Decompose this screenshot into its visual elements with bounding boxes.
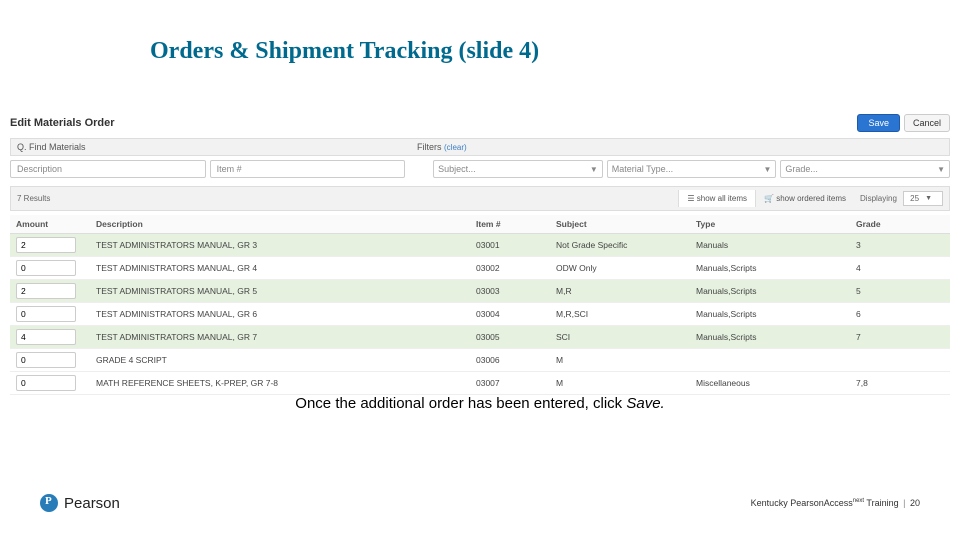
amount-input[interactable]	[16, 306, 76, 322]
find-materials-label: Q. Find Materials	[11, 139, 411, 155]
col-type: Type	[690, 215, 850, 234]
table-row: TEST ADMINISTRATORS MANUAL, GR 303001Not…	[10, 234, 950, 257]
displaying-label: Displaying	[860, 194, 897, 203]
pearson-logo: Pearson	[40, 494, 120, 512]
description-input[interactable]: Description	[10, 160, 206, 178]
show-ordered-items-toggle[interactable]: 🛒 show ordered items	[755, 190, 854, 207]
show-all-items-toggle[interactable]: ☰ show all items	[678, 190, 755, 207]
cell-item: 03005	[470, 326, 550, 349]
cell-item: 03003	[470, 280, 550, 303]
filters-label: Filters	[417, 142, 442, 152]
col-subject: Subject	[550, 215, 690, 234]
table-row: MATH REFERENCE SHEETS, K-PREP, GR 7-8030…	[10, 372, 950, 395]
amount-input[interactable]	[16, 329, 76, 345]
amount-input[interactable]	[16, 375, 76, 391]
cell-type: Manuals,Scripts	[690, 303, 850, 326]
list-icon: ☰	[687, 194, 696, 203]
page-size-select[interactable]: 25 ▼	[903, 191, 943, 206]
cell-type: Manuals	[690, 234, 850, 257]
cell-grade	[850, 349, 950, 372]
cell-type: Manuals,Scripts	[690, 326, 850, 349]
cell-subject: ODW Only	[550, 257, 690, 280]
cell-type	[690, 349, 850, 372]
chevron-down-icon: ▼	[763, 165, 771, 174]
cell-description: TEST ADMINISTRATORS MANUAL, GR 3	[90, 234, 470, 257]
table-row: TEST ADMINISTRATORS MANUAL, GR 703005SCI…	[10, 326, 950, 349]
cell-grade: 3	[850, 234, 950, 257]
cell-type: Miscellaneous	[690, 372, 850, 395]
page-number: 20	[910, 498, 920, 508]
pearson-logo-text: Pearson	[64, 495, 120, 512]
cell-subject: Not Grade Specific	[550, 234, 690, 257]
item-number-input[interactable]: Item #	[210, 160, 406, 178]
cell-type: Manuals,Scripts	[690, 280, 850, 303]
cell-item: 03007	[470, 372, 550, 395]
col-item: Item #	[470, 215, 550, 234]
chevron-down-icon: ▼	[590, 165, 598, 174]
cell-grade: 6	[850, 303, 950, 326]
pearson-logo-icon	[40, 494, 58, 512]
cancel-button[interactable]: Cancel	[904, 114, 950, 132]
cell-description: TEST ADMINISTRATORS MANUAL, GR 7	[90, 326, 470, 349]
grade-select-label: Grade...	[785, 164, 818, 174]
amount-input[interactable]	[16, 283, 76, 299]
table-row: TEST ADMINISTRATORS MANUAL, GR 503003M,R…	[10, 280, 950, 303]
cell-subject: M,R	[550, 280, 690, 303]
cell-subject: SCI	[550, 326, 690, 349]
cell-item: 03002	[470, 257, 550, 280]
amount-input[interactable]	[16, 352, 76, 368]
col-grade: Grade	[850, 215, 950, 234]
cell-item: 03004	[470, 303, 550, 326]
cell-grade: 4	[850, 257, 950, 280]
cell-description: TEST ADMINISTRATORS MANUAL, GR 5	[90, 280, 470, 303]
cart-icon: 🛒	[764, 194, 776, 203]
cell-subject: M,R,SCI	[550, 303, 690, 326]
amount-input[interactable]	[16, 260, 76, 276]
cell-grade: 7,8	[850, 372, 950, 395]
col-amount: Amount	[10, 215, 90, 234]
grade-select[interactable]: Grade... ▼	[780, 160, 950, 178]
materials-table: Amount Description Item # Subject Type G…	[10, 215, 950, 395]
cell-grade: 5	[850, 280, 950, 303]
cell-description: TEST ADMINISTRATORS MANUAL, GR 6	[90, 303, 470, 326]
cell-subject: M	[550, 372, 690, 395]
subject-select[interactable]: Subject... ▼	[433, 160, 603, 178]
table-row: TEST ADMINISTRATORS MANUAL, GR 603004M,R…	[10, 303, 950, 326]
materials-panel: Edit Materials Order Save Cancel Q. Find…	[10, 112, 950, 395]
slide-title: Orders & Shipment Tracking (slide 4)	[150, 38, 539, 65]
cell-description: TEST ADMINISTRATORS MANUAL, GR 4	[90, 257, 470, 280]
cell-grade: 7	[850, 326, 950, 349]
subject-select-label: Subject...	[438, 164, 476, 174]
material-type-select[interactable]: Material Type... ▼	[607, 160, 777, 178]
cell-description: GRADE 4 SCRIPT	[90, 349, 470, 372]
table-row: TEST ADMINISTRATORS MANUAL, GR 403002ODW…	[10, 257, 950, 280]
col-description: Description	[90, 215, 470, 234]
material-type-select-label: Material Type...	[612, 164, 673, 174]
slide-caption: Once the additional order has been enter…	[0, 395, 960, 412]
chevron-down-icon: ▼	[925, 195, 932, 202]
amount-input[interactable]	[16, 237, 76, 253]
panel-heading: Edit Materials Order	[10, 117, 115, 129]
cell-item: 03006	[470, 349, 550, 372]
results-count: 7 Results	[11, 190, 678, 207]
footer-text: Kentucky PearsonAccessnext Training | 20	[751, 498, 920, 508]
filters-clear-link[interactable]: (clear)	[444, 143, 467, 152]
cell-subject: M	[550, 349, 690, 372]
table-row: GRADE 4 SCRIPT03006M	[10, 349, 950, 372]
save-button[interactable]: Save	[857, 114, 900, 132]
cell-item: 03001	[470, 234, 550, 257]
cell-description: MATH REFERENCE SHEETS, K-PREP, GR 7-8	[90, 372, 470, 395]
chevron-down-icon: ▼	[937, 165, 945, 174]
cell-type: Manuals,Scripts	[690, 257, 850, 280]
